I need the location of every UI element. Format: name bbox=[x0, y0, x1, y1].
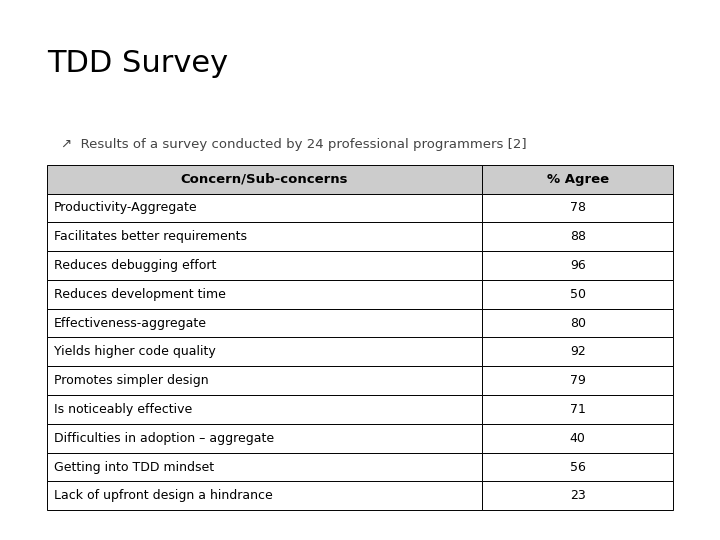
Text: Facilitates better requirements: Facilitates better requirements bbox=[54, 230, 247, 243]
Text: Yields higher code quality: Yields higher code quality bbox=[54, 346, 216, 359]
Text: TDD Survey: TDD Survey bbox=[47, 49, 228, 78]
Text: 56: 56 bbox=[570, 461, 585, 474]
Text: Difficulties in adoption – aggregate: Difficulties in adoption – aggregate bbox=[54, 432, 274, 445]
Text: Reduces debugging effort: Reduces debugging effort bbox=[54, 259, 217, 272]
Text: 80: 80 bbox=[570, 316, 585, 329]
Text: 79: 79 bbox=[570, 374, 585, 387]
Text: Getting into TDD mindset: Getting into TDD mindset bbox=[54, 461, 214, 474]
Text: ↗  Results of a survey conducted by 24 professional programmers [2]: ↗ Results of a survey conducted by 24 pr… bbox=[61, 138, 527, 151]
Text: Effectiveness-aggregate: Effectiveness-aggregate bbox=[54, 316, 207, 329]
Text: Reduces development time: Reduces development time bbox=[54, 288, 226, 301]
Text: 92: 92 bbox=[570, 346, 585, 359]
Text: Concern/Sub-concerns: Concern/Sub-concerns bbox=[181, 173, 348, 186]
Text: Productivity-Aggregate: Productivity-Aggregate bbox=[54, 201, 197, 214]
Text: Promotes simpler design: Promotes simpler design bbox=[54, 374, 209, 387]
Text: % Agree: % Agree bbox=[546, 173, 608, 186]
Text: 88: 88 bbox=[570, 230, 585, 243]
Text: 50: 50 bbox=[570, 288, 585, 301]
Text: 78: 78 bbox=[570, 201, 585, 214]
Text: 96: 96 bbox=[570, 259, 585, 272]
Text: 40: 40 bbox=[570, 432, 585, 445]
Text: 71: 71 bbox=[570, 403, 585, 416]
Text: Is noticeably effective: Is noticeably effective bbox=[54, 403, 192, 416]
Text: Lack of upfront design a hindrance: Lack of upfront design a hindrance bbox=[54, 489, 273, 502]
Text: 23: 23 bbox=[570, 489, 585, 502]
